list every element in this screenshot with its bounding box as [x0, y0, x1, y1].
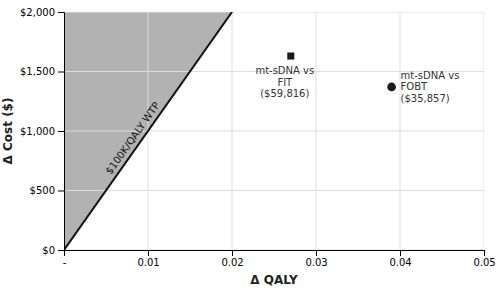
y-tick-label: $500	[30, 185, 55, 196]
y-tick-mark	[58, 72, 64, 73]
x-tick-mark	[484, 250, 485, 256]
grid-line-y	[64, 190, 484, 191]
y-tick-mark	[58, 12, 64, 13]
point	[387, 83, 396, 92]
y-tick-label: $2,000	[20, 7, 55, 18]
x-tick-label: 0.02	[221, 257, 243, 268]
reference-line	[64, 12, 232, 250]
y-tick-mark	[58, 131, 64, 132]
y-tick: $1,500	[20, 66, 64, 77]
annotation-line: ($35,857)	[401, 93, 450, 104]
x-tick-label: 0.05	[473, 257, 495, 268]
x-tick: 0.05	[473, 250, 495, 268]
x-tick-label: 0.04	[389, 257, 411, 268]
x-tick: 0.03	[305, 250, 327, 268]
x-axis-line	[65, 251, 485, 257]
y-axis-label: Δ Cost ($)	[1, 98, 15, 165]
x-tick-label: -	[63, 257, 67, 268]
x-axis-label: Δ QALY	[250, 273, 298, 287]
x-tick-mark	[232, 250, 233, 256]
grid-line-y	[64, 131, 484, 132]
y-tick-label: $1,500	[20, 66, 55, 77]
annotation-line: ($59,816)	[260, 88, 309, 99]
x-tick: 0.02	[221, 250, 243, 268]
point	[287, 52, 294, 59]
y-tick: $0	[42, 245, 64, 256]
y-tick: $1,000	[20, 126, 64, 137]
y-axis: $0 $500 $1,000 $1,500 $2,000	[20, 7, 65, 256]
marks	[64, 12, 484, 250]
annotation-line: FOBT	[401, 81, 428, 92]
annotation-line: mt-sDNA vs	[401, 70, 460, 81]
y-tick-mark	[58, 191, 64, 192]
reference-line-label: $100K/QALY WTP	[103, 100, 161, 176]
chart: -0.010.020.030.040.05$0$500$1,000$1,500$…	[0, 0, 500, 290]
grid-line-y	[64, 250, 484, 251]
grid-line-y	[64, 12, 484, 13]
x-tick: -	[63, 250, 67, 268]
x-tick-mark	[148, 250, 149, 256]
y-tick-label: $0	[42, 245, 55, 256]
x-tick-mark	[400, 250, 401, 256]
x-tick: 0.01	[137, 250, 159, 268]
x-axis: - 0.01 0.02 0.03 0.04 0.05	[63, 250, 496, 268]
y-tick: $2,000	[20, 7, 64, 18]
y-tick: $500	[30, 185, 64, 196]
annotation: mt-sDNA vsFOBT($35,857)	[401, 70, 460, 104]
x-tick-label: 0.01	[137, 257, 159, 268]
x-tick-mark	[316, 250, 317, 256]
annotation-line: mt-sDNA vs	[255, 65, 314, 76]
x-tick-label: 0.03	[305, 257, 327, 268]
annotation-line: FIT	[277, 77, 293, 88]
annotation: mt-sDNA vsFIT($59,816)	[255, 65, 314, 99]
y-axis-line	[58, 13, 65, 251]
grid	[64, 12, 484, 250]
plot: -0.010.020.030.040.05$0$500$1,000$1,500$…	[1, 7, 496, 287]
y-tick-label: $1,000	[20, 126, 55, 137]
y-tick-mark	[58, 250, 64, 251]
x-tick: 0.04	[389, 250, 411, 268]
